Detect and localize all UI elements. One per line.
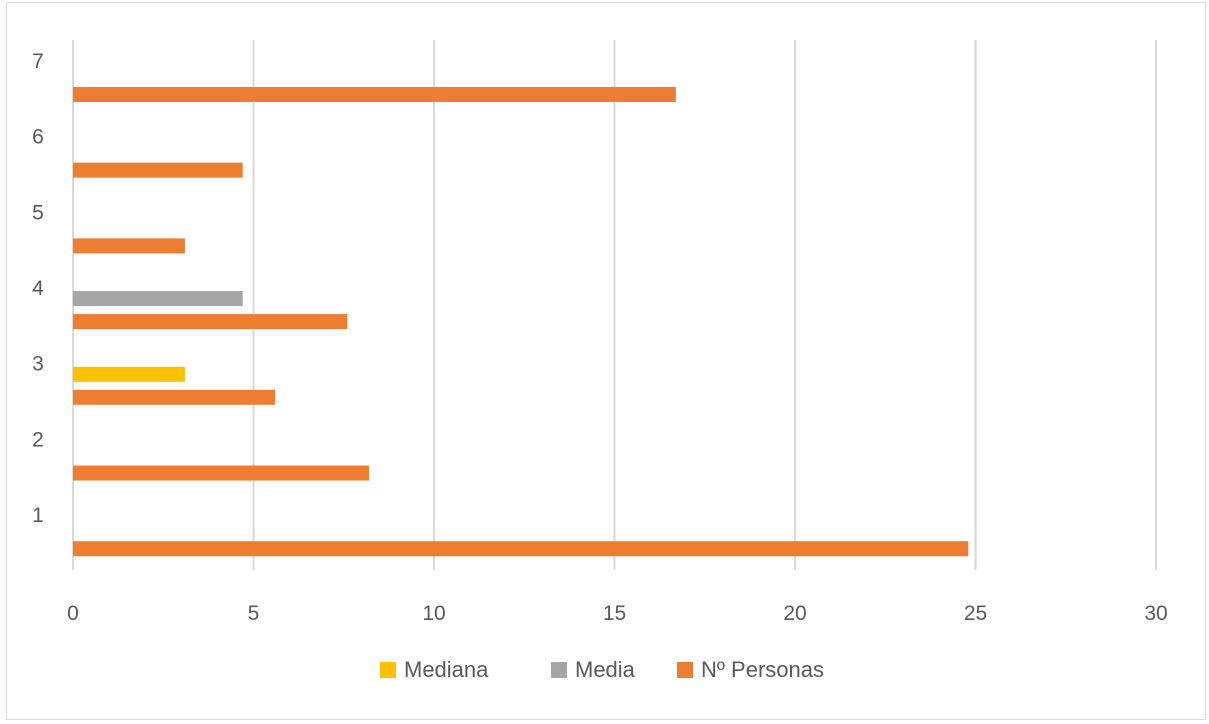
- bar-n-personas-7: [73, 86, 676, 102]
- bar-n-personas-1: [73, 541, 969, 557]
- x-tick-label-0: 0: [67, 602, 79, 625]
- x-tick-label-30: 30: [1144, 602, 1167, 625]
- legend-label-2: Media: [575, 657, 636, 682]
- y-tick-label-1: 1: [32, 504, 44, 527]
- y-tick-label-4: 4: [32, 277, 44, 300]
- x-tick-label-15: 15: [603, 602, 626, 625]
- gridlines: [72, 40, 1157, 570]
- legend-swatch-2: [551, 662, 567, 678]
- bar-n-personas-4: [73, 314, 348, 330]
- x-axis-ticks: 0 5 10 15 20 25 30: [67, 602, 1168, 625]
- bar-mediana-3: [73, 366, 185, 382]
- chart-frame: [6, 2, 1206, 720]
- x-tick-label-20: 20: [783, 602, 806, 625]
- bar-n-personas-2: [73, 465, 370, 481]
- y-axis-ticks: 1 2 3 4 5 6 7: [32, 50, 44, 527]
- legend-label-3: Nº Personas: [701, 657, 824, 682]
- x-tick-label-10: 10: [422, 602, 445, 625]
- bar-n-personas-3: [73, 389, 276, 405]
- y-tick-label-3: 3: [32, 353, 44, 376]
- x-tick-label-5: 5: [248, 602, 260, 625]
- bar-media-4: [73, 291, 243, 307]
- legend: Mediana Media Nº Personas: [380, 657, 824, 682]
- bar-n-personas-6: [73, 162, 243, 178]
- legend-label-1: Mediana: [404, 657, 489, 682]
- legend-swatch-3: [677, 662, 693, 678]
- legend-swatch-1: [380, 662, 396, 678]
- x-tick-label-25: 25: [964, 602, 987, 625]
- y-tick-label-6: 6: [32, 126, 44, 149]
- bar-n-personas-5: [73, 238, 185, 254]
- y-tick-label-5: 5: [32, 201, 44, 224]
- bars: [73, 86, 969, 557]
- y-tick-label-7: 7: [32, 50, 44, 73]
- y-tick-label-2: 2: [32, 428, 44, 451]
